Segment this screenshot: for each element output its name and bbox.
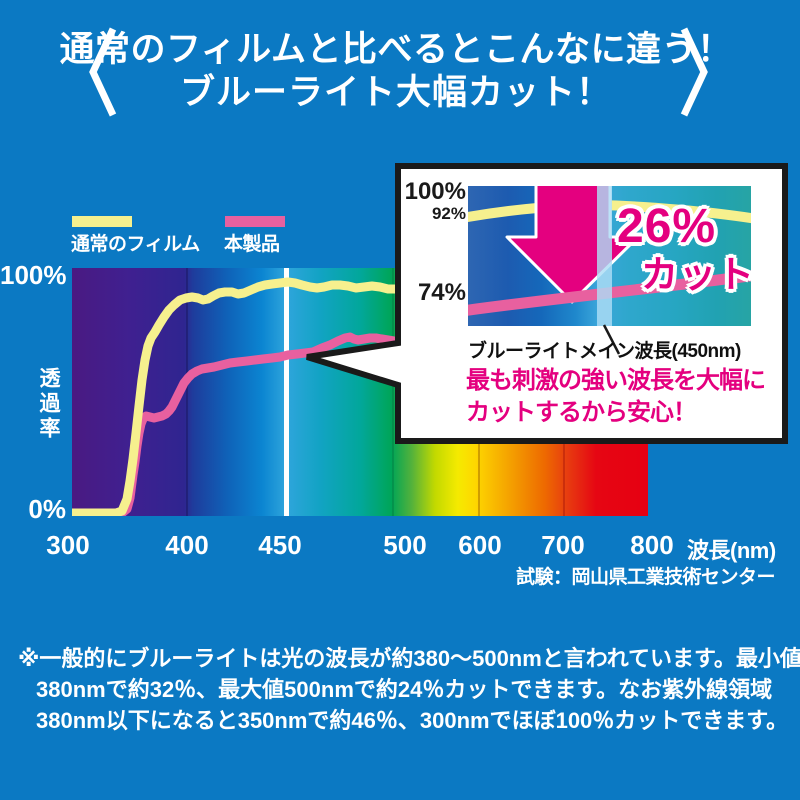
- grid-line-400: [186, 268, 188, 516]
- x-tick-300: 300: [46, 530, 90, 560]
- legend-product-label: 本製品: [224, 234, 280, 255]
- y-max-label: 100%: [0, 260, 67, 290]
- inset-label-74: 74%: [417, 279, 466, 306]
- inset-message-line1: 最も刺激の強い波長を大幅に: [466, 367, 766, 394]
- note-line2: 380nmで約32％、最大値500nmで約24％カットできます。なお紫外線領域: [36, 677, 773, 702]
- inset-450nm-band: [597, 186, 612, 326]
- legend-product-swatch: [225, 216, 285, 227]
- header-right-bracket-icon: [680, 27, 708, 117]
- x-tick-400: 400: [165, 530, 209, 560]
- wavelength-450-marker: [284, 268, 289, 516]
- y-min-label: 0%: [28, 494, 66, 524]
- header-title-line1: 通常のフィルムと比べるとこんなに違う！: [59, 30, 733, 69]
- test-source-label: 試験：岡山県工業技術センター: [515, 567, 776, 588]
- cut-word: カット: [641, 254, 755, 295]
- x-tick-700: 700: [541, 530, 585, 560]
- note-line1: ※一般的にブルーライトは光の波長が約380～500nmと言われています。最小値: [18, 646, 800, 671]
- y-axis-title: 透過率: [37, 367, 60, 442]
- legend-normal-swatch: [72, 216, 132, 227]
- product-curve: [72, 332, 399, 516]
- normal-film-curve: [72, 277, 403, 516]
- note-line3: 380nm以下になると350nmで約46％、300nmでほぼ100％カットできま…: [36, 708, 789, 733]
- header: 通常のフィルムと比べるとこんなに違う！ ブルーライト大幅カット！: [0, 27, 792, 114]
- x-tick-450: 450: [258, 530, 302, 560]
- header-brackets: [89, 27, 708, 117]
- x-tick-500: 500: [383, 530, 427, 560]
- x-axis-title: 波長(nm): [687, 538, 776, 563]
- inset-label-100: 100%: [404, 178, 466, 205]
- x-tick-600: 600: [458, 530, 502, 560]
- header-left-bracket-icon: [89, 27, 117, 117]
- legend-normal-label: 通常のフィルム: [71, 234, 200, 255]
- x-tick-800: 800: [630, 530, 674, 560]
- inset-label-92: 92%: [431, 204, 466, 223]
- inset-message-line2: カットするから安心！: [466, 399, 697, 426]
- header-title-line2: ブルーライト大幅カット！: [179, 73, 612, 112]
- inset-wavelength-note: ブルーライトメイン波長(450nm): [468, 341, 741, 362]
